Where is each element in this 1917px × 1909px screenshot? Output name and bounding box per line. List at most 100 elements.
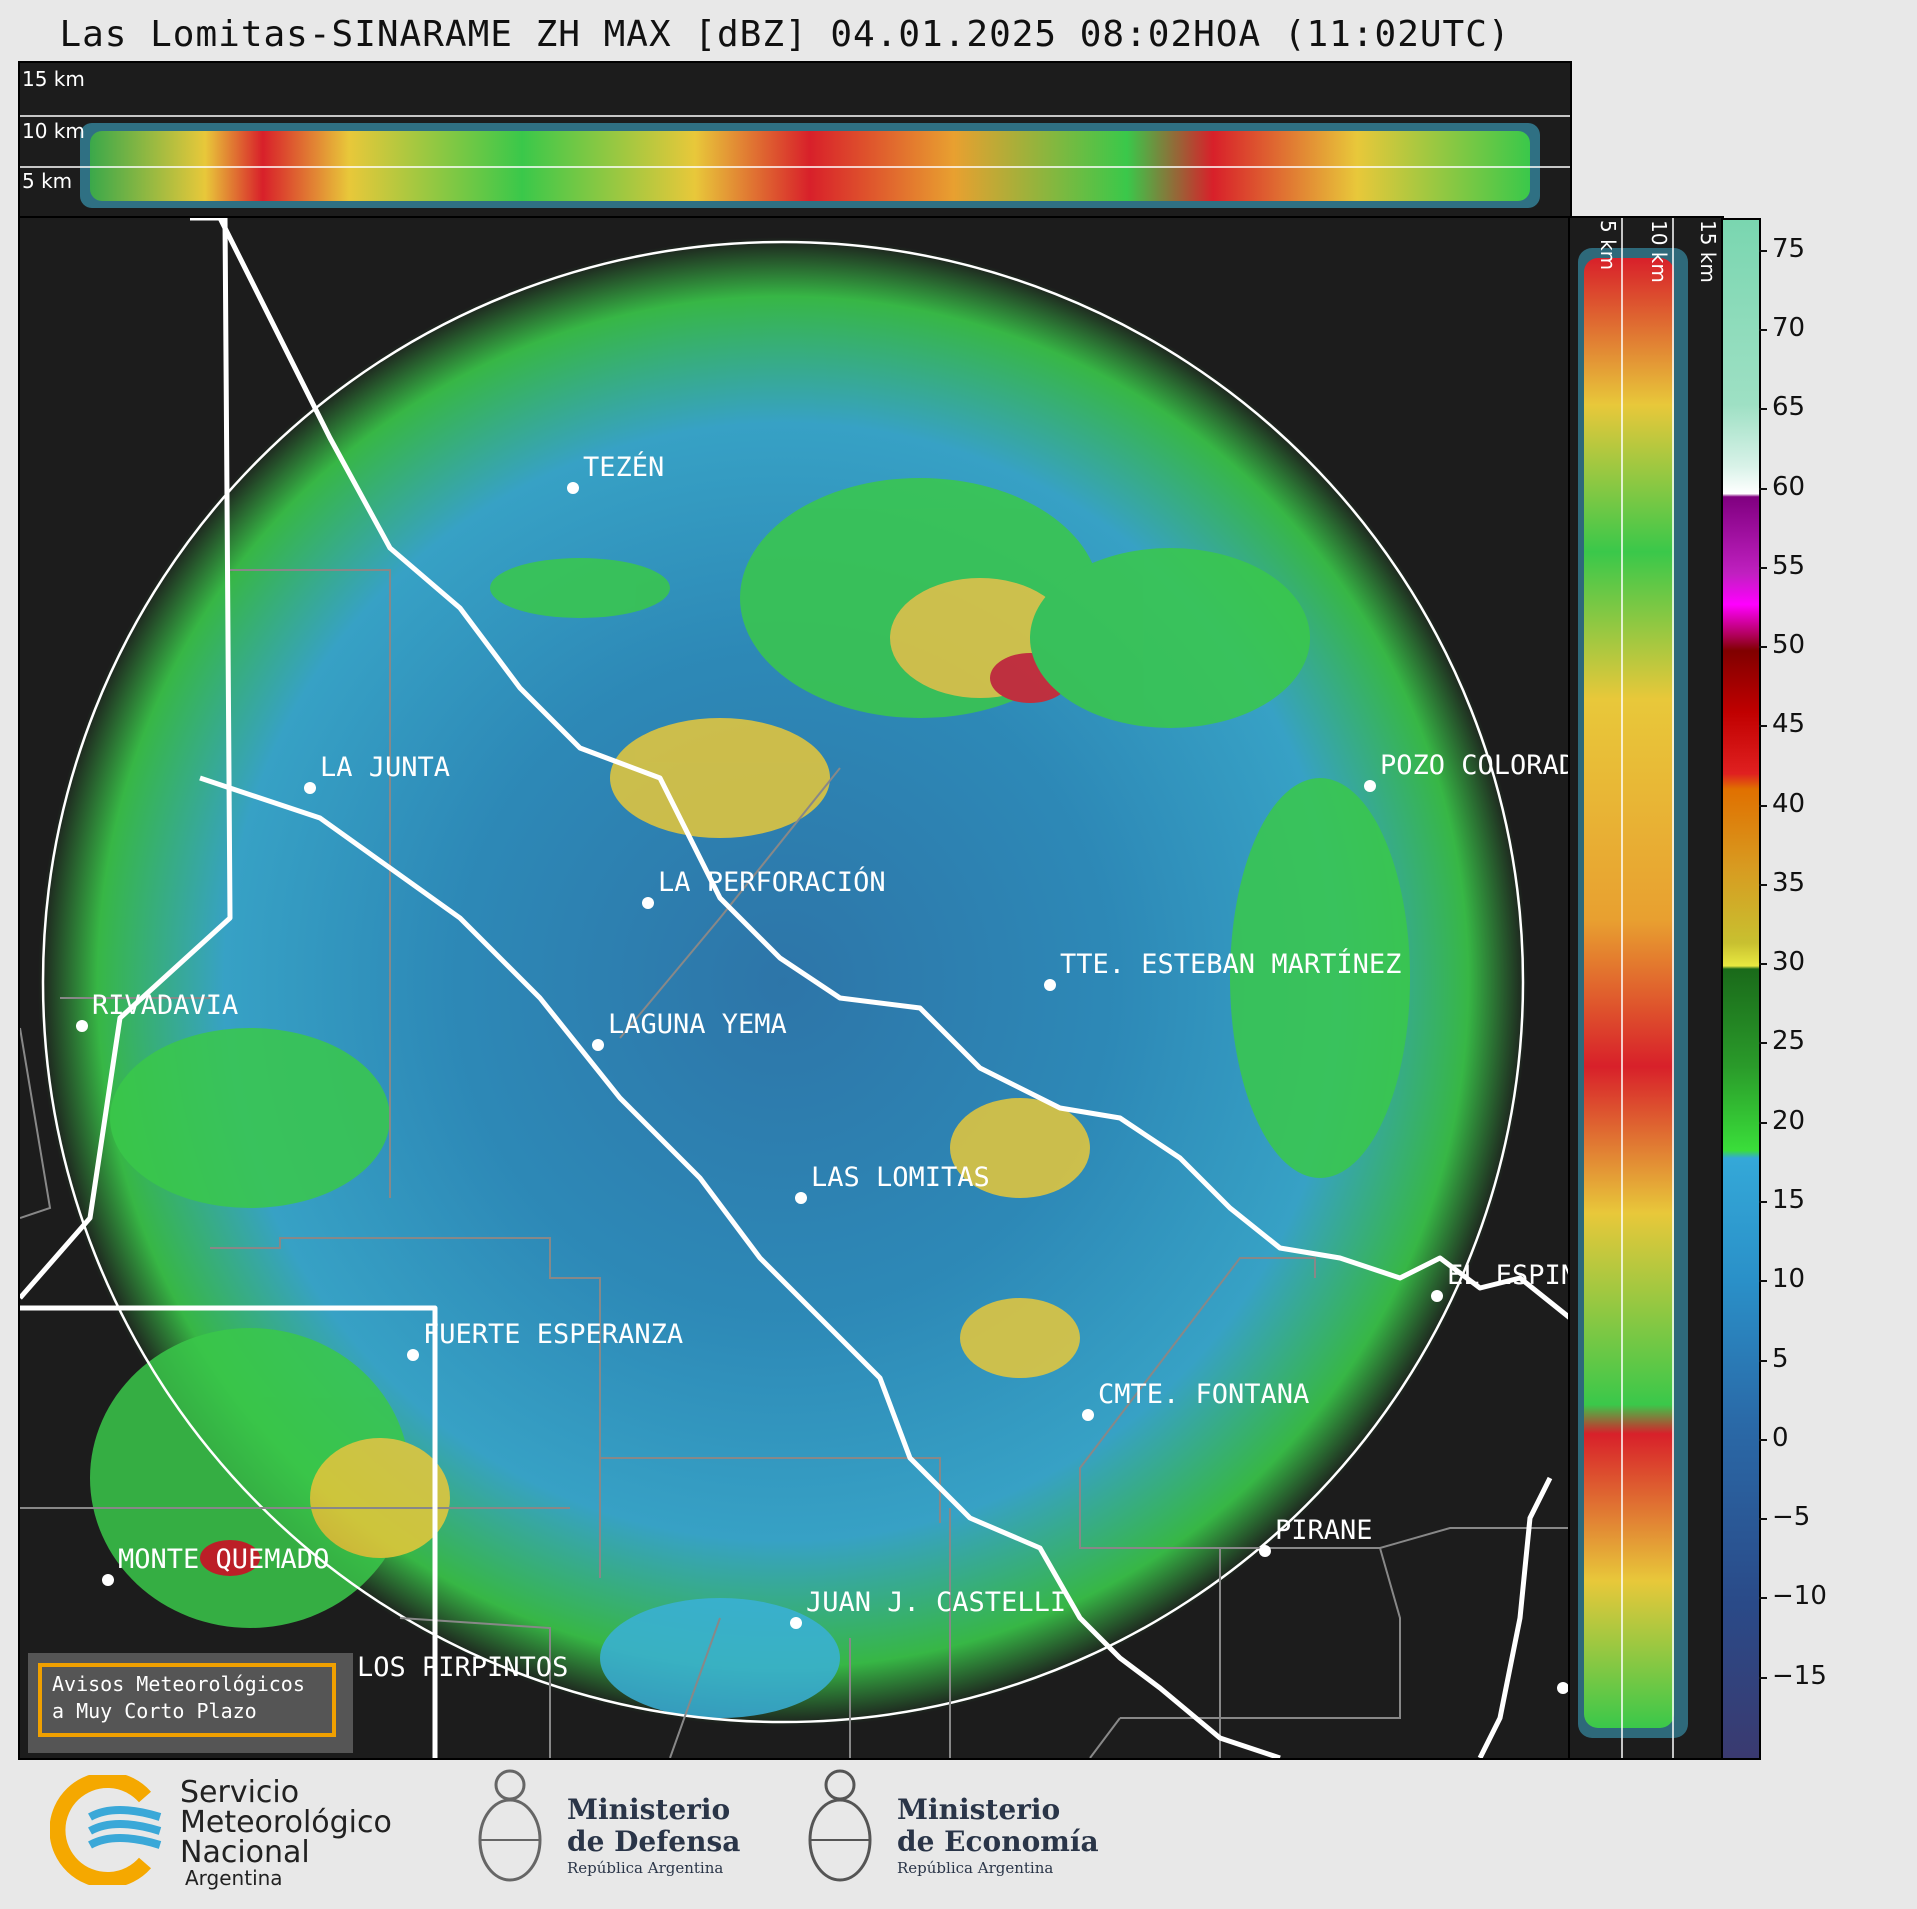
colorbar-tick-mark bbox=[1759, 1280, 1767, 1283]
colorbar-tick-mark bbox=[1759, 328, 1767, 331]
warning-line-1: Avisos Meteorológicos bbox=[52, 1672, 305, 1696]
smn-line-3: Nacional bbox=[180, 1835, 310, 1870]
top-km-label-10: 10 km bbox=[22, 119, 85, 143]
radar-map: TEZÉN LA JUNTA POZO COLORADO LA PERFORACIÓN… bbox=[20, 218, 1570, 1758]
side-km-label-5: 5 km bbox=[1596, 220, 1620, 271]
colorbar-tick-label: 35 bbox=[1772, 867, 1806, 898]
city-marker bbox=[1259, 1545, 1271, 1557]
colorbar-tick-label: 10 bbox=[1772, 1264, 1806, 1295]
city-marker bbox=[1364, 780, 1376, 792]
city-marker bbox=[102, 1574, 114, 1586]
city-label: TEZÉN bbox=[583, 451, 664, 483]
city-label: LAS LOMITAS bbox=[811, 1162, 990, 1193]
colorbar-tick-mark bbox=[1759, 646, 1767, 649]
side-cross-section-panel: 5 km 10 km 15 km bbox=[1568, 216, 1724, 1760]
colorbar-tick-label: 65 bbox=[1772, 392, 1806, 423]
colorbar-tick-mark bbox=[1759, 963, 1767, 966]
coat-of-arms-icon-2 bbox=[800, 1765, 880, 1895]
colorbar bbox=[1721, 218, 1761, 1760]
colorbar-tick-mark bbox=[1759, 1438, 1767, 1441]
defensa-line-1: Ministerio bbox=[567, 1793, 731, 1826]
radar-map-panel: TEZÉN LA JUNTA POZO COLORADO LA PERFORACIÓN… bbox=[18, 216, 1572, 1760]
colorbar-tick-mark bbox=[1759, 1597, 1767, 1600]
economia-line-1: Ministerio bbox=[897, 1793, 1061, 1826]
colorbar-tick-label: 15 bbox=[1772, 1185, 1806, 1216]
city-label: CMTE. FONTANA bbox=[1098, 1379, 1309, 1410]
shield-icon bbox=[478, 1769, 542, 1882]
city-marker bbox=[304, 782, 316, 794]
city-marker bbox=[1044, 979, 1056, 991]
smn-logo-icon bbox=[49, 1772, 162, 1888]
colorbar-tick-label: 50 bbox=[1772, 630, 1806, 661]
colorbar-tick-label: 45 bbox=[1772, 709, 1806, 740]
warning-box[interactable]: Avisos Meteorológicos a Muy Corto Plazo bbox=[28, 1653, 353, 1753]
smn-line-4: Argentina bbox=[185, 1866, 283, 1890]
smn-logo bbox=[49, 1772, 170, 1888]
colorbar-tick-label: 40 bbox=[1772, 788, 1806, 819]
smn-line-1: Servicio bbox=[180, 1775, 300, 1810]
colorbar-tick-label: 5 bbox=[1772, 1343, 1789, 1374]
colorbar-tick-mark bbox=[1759, 566, 1767, 569]
city-marker bbox=[76, 1020, 88, 1032]
colorbar-tick-label: 70 bbox=[1772, 312, 1806, 343]
top-cross-section-panel: 15 km 10 km 5 km bbox=[18, 61, 1572, 220]
warning-line-2: a Muy Corto Plazo bbox=[52, 1699, 257, 1723]
colorbar-tick-label: 0 bbox=[1772, 1422, 1789, 1453]
smn-line-2: Meteorológico bbox=[180, 1805, 392, 1840]
city-marker bbox=[407, 1349, 419, 1361]
city-label: JUAN J. CASTELLI bbox=[806, 1587, 1066, 1618]
city-label: TTE. ESTEBAN MARTÍNEZ bbox=[1060, 948, 1401, 980]
city-marker bbox=[1431, 1290, 1443, 1302]
city-label: FUERTE ESPERANZA bbox=[423, 1319, 683, 1350]
colorbar-tick-label: −5 bbox=[1772, 1502, 1811, 1533]
colorbar-tick-mark bbox=[1759, 1201, 1767, 1204]
colorbar-tick-mark bbox=[1759, 1676, 1767, 1679]
colorbar-tick-label: 55 bbox=[1772, 550, 1806, 581]
range-ring bbox=[41, 240, 1525, 1724]
colorbar-tick-label: −15 bbox=[1772, 1660, 1827, 1691]
coat-of-arms-icon bbox=[470, 1765, 550, 1895]
top-km-label-5: 5 km bbox=[22, 169, 73, 193]
city-markers: TEZÉN LA JUNTA POZO COLORADO LA PERFORACIÓN… bbox=[76, 451, 1570, 1694]
city-label: LA PERFORACIÓN bbox=[658, 866, 886, 898]
top-cross-section-plot bbox=[20, 115, 1570, 208]
radar-echo-cells bbox=[90, 478, 1410, 1718]
colorbar-tick-label: 75 bbox=[1772, 233, 1806, 264]
city-marker bbox=[1082, 1409, 1094, 1421]
colorbar-tick-mark bbox=[1759, 1518, 1767, 1521]
warning-box-frame[interactable]: Avisos Meteorológicos a Muy Corto Plazo bbox=[38, 1663, 336, 1737]
city-label: PIRANE bbox=[1275, 1515, 1373, 1546]
economia-line-2: de Economía bbox=[897, 1825, 1099, 1858]
city-label: EL ESPINILLO bbox=[1447, 1260, 1570, 1291]
side-cross-section-plot bbox=[1578, 218, 1688, 1758]
colorbar-tick-mark bbox=[1759, 1042, 1767, 1045]
city-label: RIVADAVIA bbox=[92, 990, 238, 1021]
page-title: Las Lomitas-SINARAME ZH MAX [dBZ] 04.01.… bbox=[59, 14, 1511, 55]
city-label: LA JUNTA bbox=[320, 752, 450, 783]
city-label: POZO COLORADO bbox=[1380, 750, 1570, 781]
city-marker bbox=[795, 1192, 807, 1204]
colorbar-tick-mark bbox=[1759, 804, 1767, 807]
city-marker bbox=[592, 1039, 604, 1051]
colorbar-tick-mark bbox=[1759, 249, 1767, 252]
colorbar-tick-label: 30 bbox=[1772, 947, 1806, 978]
defensa-line-2: de Defensa bbox=[567, 1825, 741, 1858]
colorbar-gradient bbox=[1723, 220, 1759, 1758]
colorbar-tick-label: 60 bbox=[1772, 471, 1806, 502]
colorbar-tick-mark bbox=[1759, 408, 1767, 411]
colorbar-tick-mark bbox=[1759, 725, 1767, 728]
colorbar-tick-mark bbox=[1759, 1121, 1767, 1124]
province-boundaries bbox=[20, 218, 1570, 1758]
colorbar-tick-mark bbox=[1759, 1359, 1767, 1362]
colorbar-tick-label: 25 bbox=[1772, 1026, 1806, 1057]
side-km-label-10: 10 km bbox=[1647, 220, 1671, 283]
city-label: LAGUNA YEMA bbox=[608, 1009, 787, 1040]
city-label: LOS PIRPINTOS bbox=[357, 1652, 568, 1683]
side-km-label-15: 15 km bbox=[1696, 220, 1720, 283]
city-marker bbox=[642, 897, 654, 909]
colorbar-tick-mark bbox=[1759, 883, 1767, 886]
defensa-line-3: República Argentina bbox=[567, 1859, 724, 1877]
city-label: MONTE QUEMADO bbox=[118, 1544, 329, 1575]
shield-icon bbox=[808, 1769, 872, 1882]
department-boundaries bbox=[20, 569, 1570, 1758]
